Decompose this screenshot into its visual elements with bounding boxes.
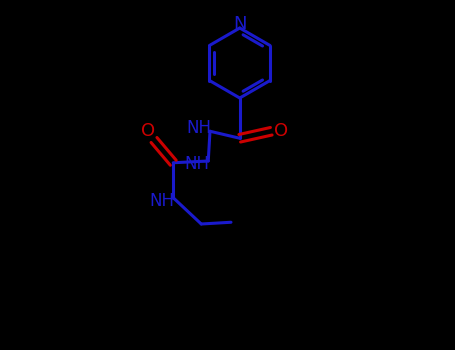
- Text: NH: NH: [150, 192, 175, 210]
- Text: NH: NH: [184, 155, 209, 173]
- Text: O: O: [274, 122, 288, 140]
- Text: O: O: [141, 122, 155, 140]
- Text: N: N: [233, 15, 247, 33]
- Text: NH: NH: [186, 119, 211, 138]
